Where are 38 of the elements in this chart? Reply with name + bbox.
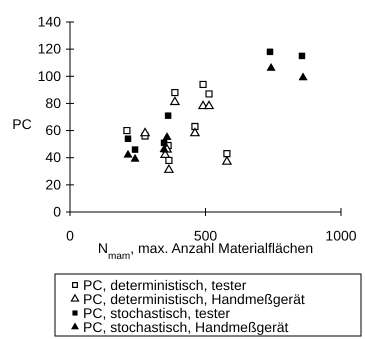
x-tick-label: 0: [66, 228, 74, 244]
point: [170, 96, 180, 106]
point: [124, 150, 132, 158]
point: [160, 140, 168, 146]
point: [164, 112, 172, 119]
y-tick-label: 140: [38, 13, 62, 30]
point: [132, 146, 138, 153]
point: [160, 144, 168, 152]
point: [298, 72, 308, 80]
point: [190, 128, 200, 136]
point: [205, 90, 213, 98]
point: [130, 154, 140, 162]
point: [266, 63, 276, 71]
y-tick-label: 40: [45, 149, 62, 166]
legend-label: PC, deterministisch, Handmeßgerät: [83, 291, 305, 307]
y-axis-title: PC: [12, 116, 32, 132]
point: [124, 135, 132, 142]
point: [162, 132, 172, 140]
x-tick-label: 1000: [325, 228, 357, 244]
point: [140, 128, 150, 136]
y-tick-label: 60: [45, 122, 62, 138]
y-tick-label: 100: [38, 68, 62, 84]
point: [204, 100, 214, 110]
point: [171, 88, 178, 96]
legend-label: PC, deterministisch, tester: [83, 277, 247, 293]
y-tick-label: 0: [53, 203, 62, 220]
point: [199, 80, 207, 88]
legend-label: PC, stochastisch, Handmeßgerät: [83, 319, 289, 335]
y-tick-label: 80: [45, 94, 62, 111]
point: [164, 164, 174, 173]
point: [223, 150, 231, 158]
point: [266, 48, 274, 56]
legend-label: PC, stochastisch, tester: [83, 305, 230, 321]
point: [298, 52, 306, 60]
point: [222, 156, 232, 165]
y-tick-label: 20: [45, 176, 62, 192]
point: [123, 126, 131, 134]
y-tick-label: 120: [38, 40, 62, 57]
